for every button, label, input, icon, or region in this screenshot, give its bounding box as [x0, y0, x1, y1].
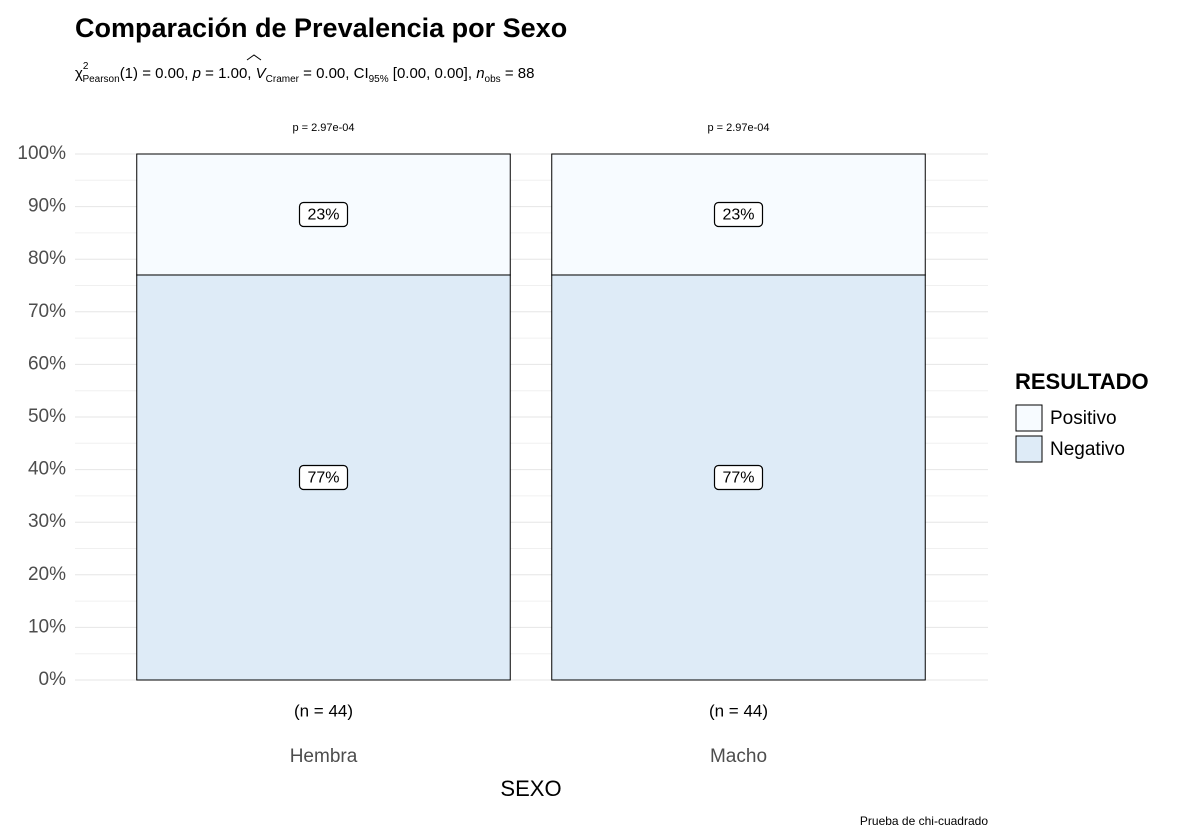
x-tick-label: Macho — [710, 746, 767, 767]
subtitle-part: = 0.00, CI — [299, 65, 369, 82]
y-tick-label: 50% — [28, 406, 66, 427]
x-axis-label: SEXO — [500, 776, 561, 801]
value-label: 77% — [722, 470, 754, 487]
subtitle-part: Pearson — [82, 74, 119, 85]
subtitle-part: 2 — [83, 61, 89, 72]
y-tick-label: 0% — [39, 669, 67, 690]
count-label: (n = 44) — [294, 701, 353, 720]
label-box — [713, 201, 764, 228]
subtitle-part: obs — [485, 74, 501, 85]
hat-accent — [246, 54, 262, 61]
subtitle-part: Cramer — [266, 74, 300, 85]
y-tick-label: 40% — [28, 459, 66, 480]
annotation: p = 2.97e-04 — [292, 122, 354, 134]
y-tick-label: 80% — [28, 248, 66, 269]
value-label: 23% — [722, 207, 754, 224]
value-label: 77% — [307, 470, 339, 487]
caption: Prueba de chi-cuadrado — [860, 814, 988, 828]
subtitle-part: n — [476, 65, 484, 82]
label-box — [298, 464, 349, 491]
value-label: 23% — [307, 207, 339, 224]
legend-swatch — [1015, 435, 1043, 463]
legend-label: Positivo — [1050, 408, 1117, 429]
subtitle-part: = 1.00, — [201, 65, 256, 82]
subtitle-part: χ — [75, 65, 83, 82]
legend-swatch — [1015, 404, 1043, 432]
subtitle-part: V — [256, 65, 268, 82]
subtitle-part: (1) = 0.00, — [120, 65, 193, 82]
subtitle: χ2 Pearson(1) = 0.00, p = 1.00, VCramer =… — [75, 61, 534, 85]
y-tick-label: 70% — [28, 301, 66, 322]
y-tick-label: 90% — [28, 196, 66, 217]
label-box — [298, 201, 349, 228]
y-tick-label: 30% — [28, 511, 66, 532]
subtitle-part: [0.00, 0.00], — [389, 65, 477, 82]
x-tick-label: Hembra — [290, 746, 358, 767]
y-tick-label: 10% — [28, 616, 66, 637]
legend-title: RESULTADO — [1015, 369, 1149, 394]
y-tick-label: 20% — [28, 564, 66, 585]
label-box — [713, 464, 764, 491]
chart-title: Comparación de Prevalencia por Sexo — [75, 13, 567, 43]
subtitle-part: = 88 — [501, 65, 535, 82]
count-label: (n = 44) — [709, 701, 768, 720]
subtitle-part: 95% — [369, 74, 389, 85]
y-tick-label: 60% — [28, 353, 66, 374]
annotation: p = 2.97e-04 — [707, 122, 769, 134]
subtitle-part: p — [192, 65, 201, 82]
y-tick-label: 100% — [17, 143, 66, 164]
legend-label: Negativo — [1050, 439, 1125, 460]
